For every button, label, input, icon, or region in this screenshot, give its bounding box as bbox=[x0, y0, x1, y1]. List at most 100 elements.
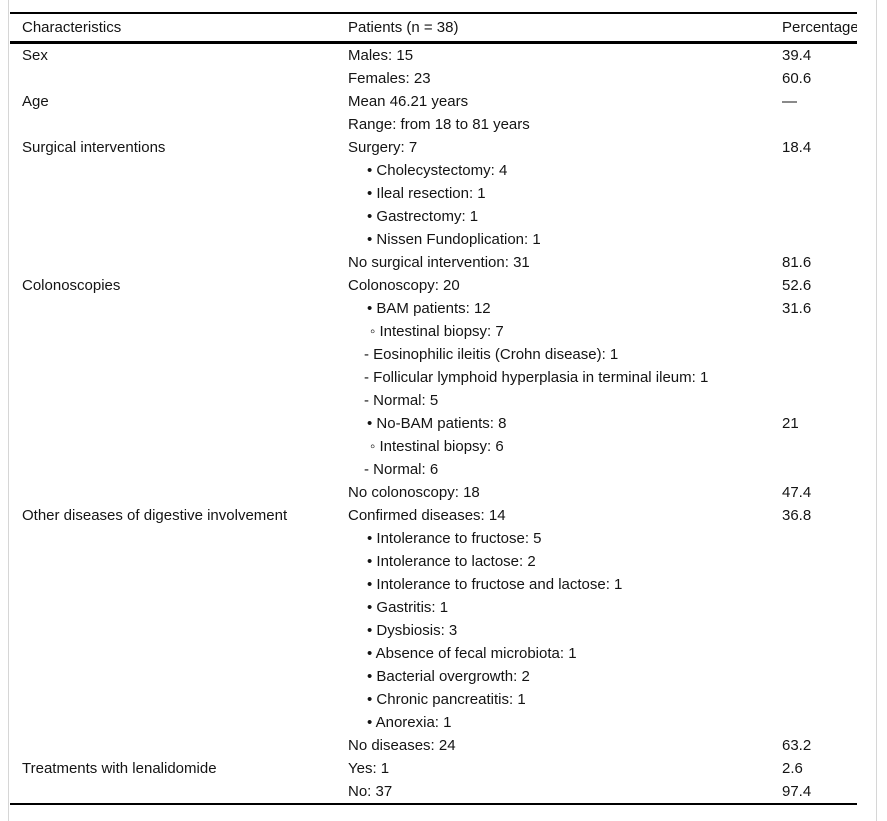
percentage-cell bbox=[782, 343, 857, 366]
characteristic-cell bbox=[10, 228, 348, 251]
patients-cell: • Gastrectomy: 1 bbox=[367, 208, 479, 225]
table-row: • Intolerance to fructose: 5 bbox=[10, 527, 857, 550]
characteristic-cell bbox=[10, 550, 348, 573]
table-row: • Anorexia: 1 bbox=[10, 711, 857, 734]
percentage-cell: 52.6 bbox=[782, 277, 812, 294]
percentage-cell bbox=[782, 642, 857, 665]
table-header-row: Characteristics Patients (n = 38) Percen… bbox=[10, 14, 857, 44]
table-row: - Follicular lymphoid hyperplasia in ter… bbox=[10, 366, 857, 389]
table-row: Age Mean 46.21 years — bbox=[10, 90, 857, 113]
table-body: Sex Males: 15 39.4 Females: 23 60.6 Age Mean 4… bbox=[10, 44, 857, 803]
percentage-cell bbox=[782, 527, 857, 550]
percentage-cell bbox=[782, 435, 857, 458]
characteristic-cell bbox=[10, 780, 348, 803]
table-row: • No-BAM patients: 8 21 bbox=[10, 412, 857, 435]
table-row: No: 37 97.4 bbox=[10, 780, 857, 803]
characteristic-cell bbox=[10, 67, 348, 90]
table-row: No colonoscopy: 18 47.4 bbox=[10, 481, 857, 504]
table-row: • Chronic pancreatitis: 1 bbox=[10, 688, 857, 711]
percentage-cell: 18.4 bbox=[782, 139, 812, 156]
characteristic-cell bbox=[10, 481, 348, 504]
percentage-cell bbox=[782, 596, 857, 619]
characteristic-cell: Treatments with lenalidomide bbox=[22, 760, 217, 777]
percentage-cell bbox=[782, 619, 857, 642]
table-row: No surgical intervention: 31 81.6 bbox=[10, 251, 857, 274]
patients-cell: Confirmed diseases: 14 bbox=[348, 507, 506, 524]
patients-cell: - Eosinophilic ileitis (Crohn disease): … bbox=[364, 346, 619, 363]
patients-cell: Females: 23 bbox=[348, 70, 431, 87]
percentage-cell bbox=[782, 228, 857, 251]
characteristic-cell bbox=[10, 573, 348, 596]
percentage-cell bbox=[782, 205, 857, 228]
table-row: • Dysbiosis: 3 bbox=[10, 619, 857, 642]
characteristic-cell bbox=[10, 182, 348, 205]
patients-cell: Colonoscopy: 20 bbox=[348, 277, 460, 294]
table-row: Surgical interventions Surgery: 7 18.4 bbox=[10, 136, 857, 159]
percentage-cell bbox=[782, 320, 857, 343]
patients-cell: Males: 15 bbox=[348, 47, 414, 64]
characteristic-cell bbox=[10, 688, 348, 711]
header-patients: Patients (n = 38) bbox=[348, 19, 459, 36]
header-percentage: Percentage bbox=[782, 19, 857, 36]
patients-cell: • Anorexia: 1 bbox=[367, 714, 452, 731]
table-row: No diseases: 24 63.2 bbox=[10, 734, 857, 757]
page-right-edge bbox=[876, 0, 877, 821]
table-row: • Gastritis: 1 bbox=[10, 596, 857, 619]
patients-cell: • Bacterial overgrowth: 2 bbox=[367, 668, 530, 685]
characteristic-cell bbox=[10, 665, 348, 688]
patients-cell: No colonoscopy: 18 bbox=[348, 484, 480, 501]
percentage-cell: 21 bbox=[782, 415, 799, 432]
characteristic-cell: Sex bbox=[22, 47, 48, 64]
patients-cell: - Normal: 5 bbox=[364, 392, 439, 409]
patient-characteristics-table: Characteristics Patients (n = 38) Percen… bbox=[10, 12, 857, 805]
percentage-cell: — bbox=[782, 93, 797, 110]
table-row: • Nissen Fundoplication: 1 bbox=[10, 228, 857, 251]
patients-cell: No: 37 bbox=[348, 783, 393, 800]
percentage-cell bbox=[782, 159, 857, 182]
patients-cell: • BAM patients: 12 bbox=[367, 300, 491, 317]
percentage-cell: 47.4 bbox=[782, 484, 812, 501]
patients-cell: - Follicular lymphoid hyperplasia in ter… bbox=[364, 369, 709, 386]
table-row: - Normal: 5 bbox=[10, 389, 857, 412]
characteristic-cell: Colonoscopies bbox=[22, 277, 121, 294]
percentage-cell: 2.6 bbox=[782, 760, 803, 777]
table-row: • Cholecystectomy: 4 bbox=[10, 159, 857, 182]
patients-cell: • Cholecystectomy: 4 bbox=[367, 162, 508, 179]
characteristic-cell bbox=[10, 251, 348, 274]
percentage-cell bbox=[782, 711, 857, 734]
characteristic-cell: Age bbox=[22, 93, 49, 110]
table-row: - Normal: 6 bbox=[10, 458, 857, 481]
characteristic-cell bbox=[10, 596, 348, 619]
patients-cell: Surgery: 7 bbox=[348, 139, 418, 156]
patients-cell: No surgical intervention: 31 bbox=[348, 254, 530, 271]
percentage-cell: 97.4 bbox=[782, 783, 812, 800]
percentage-cell bbox=[782, 389, 857, 412]
patients-cell: • Intolerance to fructose and lactose: 1 bbox=[367, 576, 623, 593]
patients-cell: • Intolerance to fructose: 5 bbox=[367, 530, 542, 547]
table-row: ◦ Intestinal biopsy: 6 bbox=[10, 435, 857, 458]
table-row: Treatments with lenalidomide Yes: 1 2.6 bbox=[10, 757, 857, 780]
characteristic-cell bbox=[10, 297, 348, 320]
characteristic-cell bbox=[10, 343, 348, 366]
percentage-cell bbox=[782, 458, 857, 481]
characteristic-cell bbox=[10, 205, 348, 228]
percentage-cell: 39.4 bbox=[782, 47, 812, 64]
table-row: • Intolerance to fructose and lactose: 1 bbox=[10, 573, 857, 596]
patients-cell: - Normal: 6 bbox=[364, 461, 439, 478]
characteristic-cell bbox=[10, 159, 348, 182]
characteristic-cell bbox=[10, 412, 348, 435]
percentage-cell bbox=[782, 113, 857, 136]
table-row: • Gastrectomy: 1 bbox=[10, 205, 857, 228]
characteristic-cell bbox=[10, 435, 348, 458]
patients-cell: • Chronic pancreatitis: 1 bbox=[367, 691, 526, 708]
patients-cell: • Nissen Fundoplication: 1 bbox=[367, 231, 541, 248]
patients-cell: • Intolerance to lactose: 2 bbox=[367, 553, 536, 570]
percentage-cell bbox=[782, 366, 857, 389]
percentage-cell bbox=[782, 182, 857, 205]
characteristic-cell bbox=[10, 711, 348, 734]
patients-cell: • Ileal resection: 1 bbox=[367, 185, 486, 202]
table-row: • Bacterial overgrowth: 2 bbox=[10, 665, 857, 688]
table-row: ◦ Intestinal biopsy: 7 bbox=[10, 320, 857, 343]
characteristic-cell bbox=[10, 113, 348, 136]
